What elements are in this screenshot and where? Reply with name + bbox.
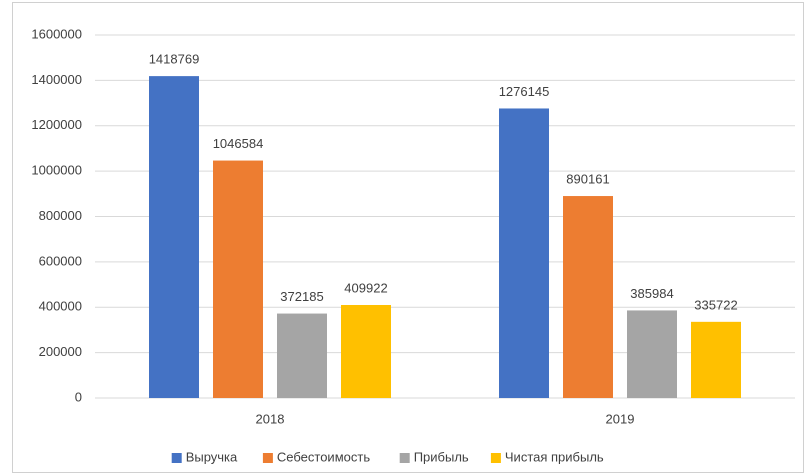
legend-label: Чистая прибыль	[505, 449, 604, 464]
y-tick-label: 200000	[39, 344, 82, 359]
bar	[691, 321, 741, 398]
y-tick-label: 1600000	[31, 26, 82, 41]
legend-swatch	[171, 453, 182, 463]
x-tick-label: 2018	[256, 411, 285, 426]
x-tick-label: 2019	[606, 411, 635, 426]
data-label: 1276145	[499, 84, 550, 99]
legend-swatch	[490, 453, 501, 463]
bar	[149, 76, 199, 398]
y-tick-label: 600000	[39, 253, 82, 268]
bar	[627, 310, 677, 398]
data-label: 890161	[566, 171, 609, 186]
data-label: 372185	[280, 289, 323, 304]
y-tick-label: 1000000	[31, 163, 82, 178]
y-tick-label: 800000	[39, 208, 82, 223]
y-tick-label: 1200000	[31, 117, 82, 132]
bar	[499, 108, 549, 398]
bar	[277, 313, 327, 398]
legend-label: Выручка	[186, 449, 238, 464]
y-tick-label: 0	[75, 389, 82, 404]
chart-border	[12, 2, 804, 473]
bar	[563, 196, 613, 398]
legend-swatch	[399, 453, 410, 463]
bar	[341, 304, 391, 398]
data-label: 385984	[630, 286, 673, 301]
legend-label: Себестоимость	[277, 449, 370, 464]
data-label: 409922	[344, 280, 387, 295]
data-label: 1418769	[149, 52, 200, 67]
data-label: 1046584	[213, 136, 264, 151]
legend-swatch	[262, 453, 273, 463]
y-tick-label: 1400000	[31, 72, 82, 87]
data-label: 335722	[694, 297, 737, 312]
bar	[213, 160, 263, 398]
legend-label: Прибыль	[414, 449, 469, 464]
y-tick-label: 400000	[39, 299, 82, 314]
